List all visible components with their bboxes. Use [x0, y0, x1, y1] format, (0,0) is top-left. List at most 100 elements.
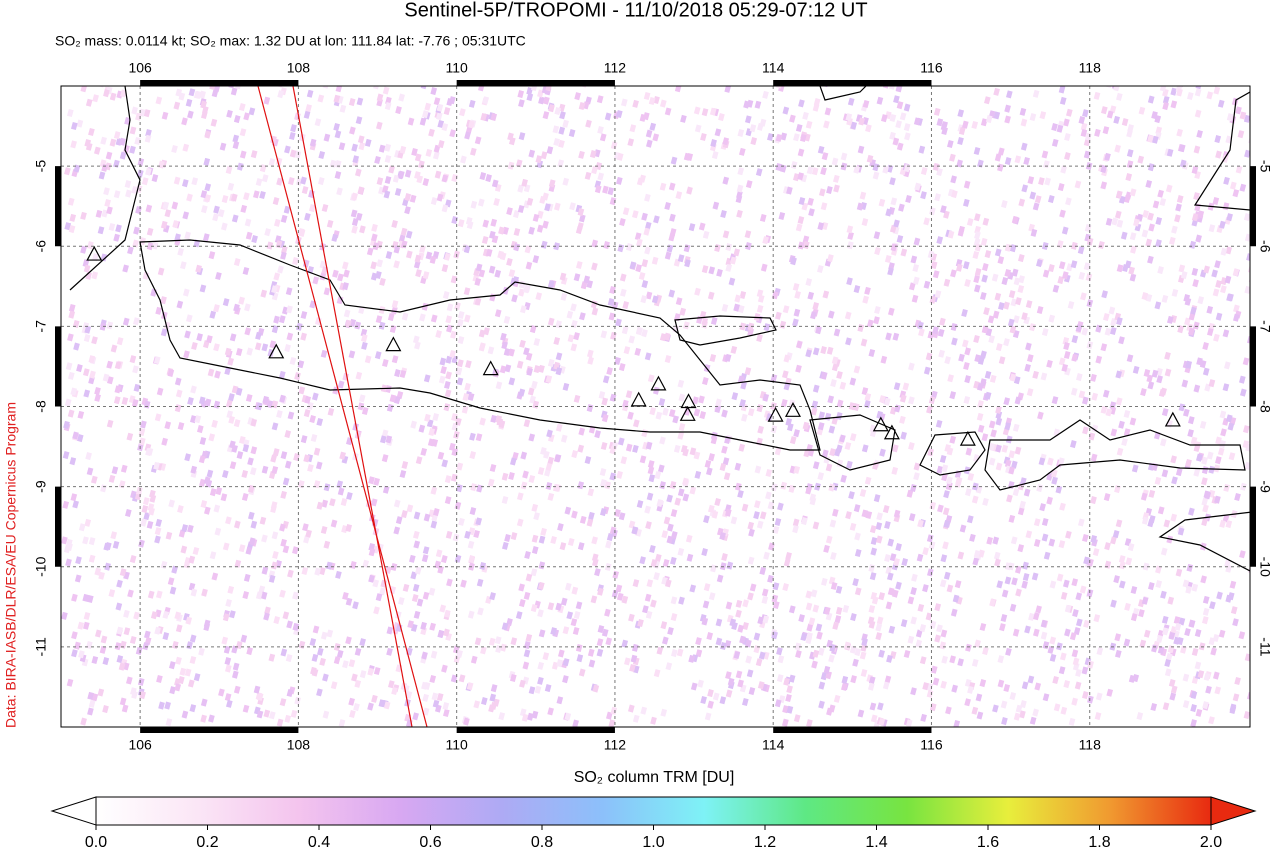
noise-pixel — [1202, 342, 1209, 351]
noise-pixel — [1243, 425, 1250, 434]
x-tick-label: 116 — [920, 737, 943, 753]
noise-pixel — [510, 637, 518, 646]
noise-pixel — [602, 185, 609, 194]
noise-pixel — [329, 498, 336, 507]
noise-pixel — [528, 474, 536, 483]
noise-pixel — [1116, 219, 1124, 228]
noise-pixel — [1021, 580, 1028, 589]
noise-pixel — [818, 700, 825, 709]
x-tick-label: 108 — [287, 60, 311, 76]
x-tick-label: 106 — [128, 60, 152, 76]
noise-pixel — [393, 260, 400, 269]
noise-pixel — [872, 171, 880, 180]
noise-pixel — [562, 675, 569, 684]
noise-pixel — [1147, 255, 1154, 264]
noise-pixel — [414, 341, 421, 350]
noise-pixel — [1063, 118, 1070, 127]
noise-pixel — [663, 516, 671, 525]
noise-pixel — [942, 507, 950, 516]
noise-pixel — [416, 598, 424, 607]
noise-pixel — [97, 226, 105, 235]
noise-pixel — [255, 178, 263, 187]
noise-pixel — [939, 641, 947, 650]
noise-pixel — [129, 126, 137, 135]
noise-pixel — [1208, 489, 1216, 498]
noise-pixel — [106, 360, 113, 369]
noise-pixel — [1147, 212, 1154, 221]
x-tick-label: 112 — [604, 737, 627, 753]
frame-bar — [456, 80, 615, 86]
noise-pixel — [578, 150, 585, 159]
noise-pixel — [1102, 126, 1110, 135]
noise-pixel — [1155, 216, 1163, 225]
noise-pixel — [689, 584, 697, 593]
noise-pixel — [1036, 305, 1044, 314]
noise-pixel — [886, 654, 893, 663]
noise-pixel — [124, 180, 132, 189]
noise-pixel — [177, 505, 184, 514]
noise-pixel — [571, 510, 578, 519]
noise-pixel — [653, 215, 660, 224]
noise-pixel — [1161, 408, 1169, 417]
noise-pixel — [798, 614, 805, 623]
noise-pixel — [670, 613, 678, 622]
noise-pixel — [774, 447, 782, 456]
noise-pixel — [792, 518, 800, 527]
noise-pixel — [578, 427, 586, 436]
noise-pixel — [629, 124, 637, 133]
noise-pixel — [1182, 579, 1190, 588]
noise-pixel — [129, 355, 137, 364]
noise-pixel — [330, 681, 338, 690]
noise-pixel — [383, 701, 391, 710]
noise-pixel — [246, 647, 253, 656]
noise-pixel — [599, 468, 607, 477]
noise-pixel — [964, 347, 971, 356]
noise-pixel — [1060, 652, 1067, 661]
noise-pixel — [546, 146, 554, 155]
colorbar-label: SO₂ column TRM [DU] — [574, 769, 735, 786]
noise-pixel — [688, 223, 696, 232]
noise-pixel — [398, 234, 406, 243]
noise-pixel — [85, 98, 93, 107]
noise-pixel — [564, 712, 572, 721]
noise-pixel — [392, 174, 400, 183]
noise-pixel — [761, 588, 769, 597]
noise-pixel — [997, 256, 1005, 265]
noise-pixel — [187, 679, 195, 688]
noise-pixel — [464, 530, 471, 539]
noise-pixel — [833, 328, 841, 337]
noise-pixel — [89, 370, 96, 379]
noise-pixel — [1188, 619, 1196, 628]
x-tick-label: 116 — [920, 60, 943, 76]
noise-pixel — [725, 689, 733, 698]
noise-pixel — [432, 412, 440, 421]
noise-pixel — [1119, 561, 1126, 570]
noise-pixel — [1032, 708, 1039, 717]
noise-pixel — [516, 360, 524, 369]
noise-pixel — [628, 704, 635, 713]
noise-pixel — [984, 250, 992, 259]
noise-pixel — [862, 295, 869, 304]
noise-pixel — [225, 166, 233, 175]
noise-pixel — [940, 554, 948, 563]
noise-pixel — [423, 374, 431, 383]
noise-pixel — [1246, 253, 1250, 262]
noise-pixel — [659, 481, 666, 490]
noise-pixel — [1147, 519, 1155, 528]
noise-pixel — [889, 131, 896, 140]
noise-pixel — [822, 449, 829, 458]
colorbar-tick-label: 0.6 — [419, 834, 441, 851]
noise-pixel — [885, 566, 893, 575]
noise-pixel — [224, 664, 232, 673]
noise-pixel — [494, 309, 502, 318]
noise-pixel — [420, 447, 428, 456]
noise-pixel — [678, 422, 686, 431]
noise-pixel — [1082, 396, 1089, 405]
noise-pixel — [714, 128, 722, 137]
noise-pixel — [211, 572, 219, 581]
noise-pixel — [644, 593, 652, 602]
noise-pixel — [767, 501, 775, 510]
noise-pixel — [759, 566, 767, 575]
noise-pixel — [1074, 681, 1082, 690]
noise-pixel — [1044, 177, 1051, 186]
